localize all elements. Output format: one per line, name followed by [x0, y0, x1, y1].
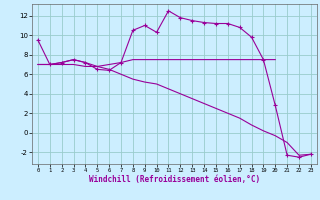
X-axis label: Windchill (Refroidissement éolien,°C): Windchill (Refroidissement éolien,°C) [89, 175, 260, 184]
